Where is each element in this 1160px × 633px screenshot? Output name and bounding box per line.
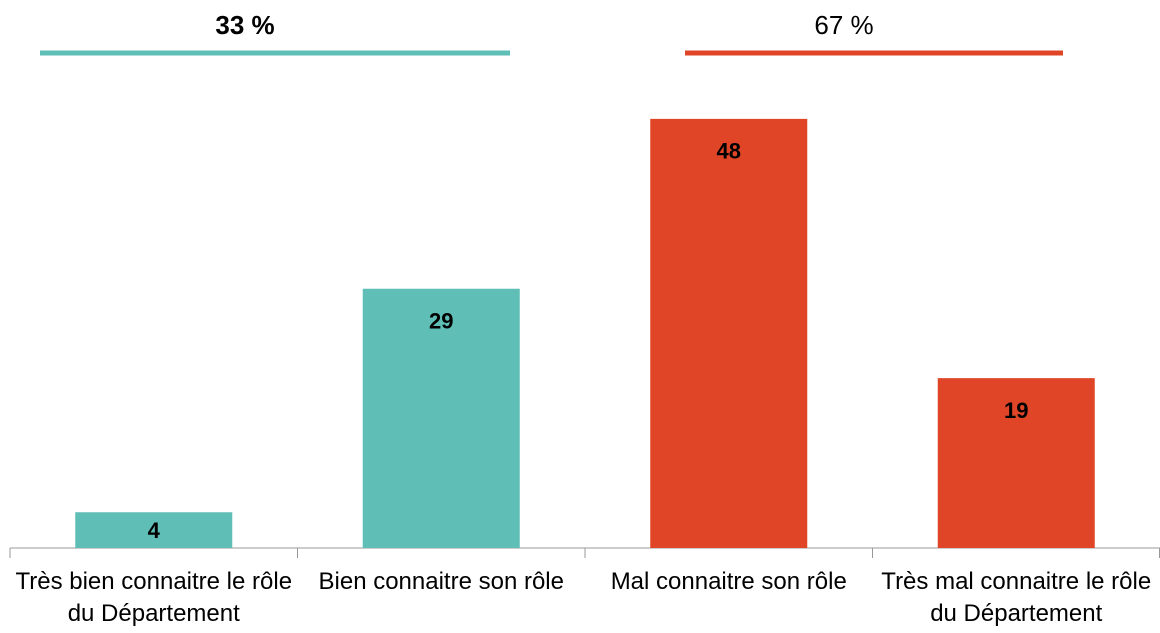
bar [650,118,808,548]
value-label: 19 [1004,398,1028,423]
x-tick-label: Très mal connaitre le rôle du Département [881,568,1151,627]
value-label: 48 [717,139,741,164]
bar [937,378,1095,548]
value-label: 29 [429,309,453,334]
group-label: 33 % [215,10,274,40]
group-label: 67 % [814,10,873,40]
x-tick-label: Très bien connaitre le rôle du Départemen… [15,568,292,627]
bar [75,512,233,548]
bar [362,288,520,548]
x-tick-label: Mal connaitre son rôle [611,568,847,595]
x-tick-label: Bien connaitre son rôle [319,568,564,595]
value-label: 4 [148,518,161,543]
